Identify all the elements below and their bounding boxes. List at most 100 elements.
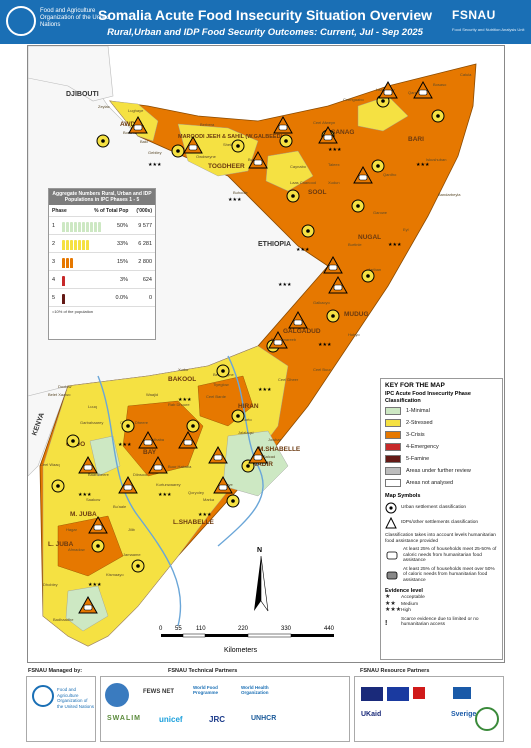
food-assistance-marker: [278, 124, 288, 131]
scale-tick: 220: [238, 626, 249, 632]
district-label: Burtinle: [348, 242, 362, 247]
key-idp: IDPs/other settlements classification: [385, 517, 498, 529]
key-classification-note: Classification takes into account levels…: [385, 533, 496, 544]
district-label: Dhobley: [43, 582, 58, 587]
food-assistance-marker: [93, 524, 103, 531]
phase-swatch: [385, 430, 401, 439]
district-label: Luuq: [88, 404, 97, 409]
ukaid-logo: UKaid: [361, 711, 382, 718]
svg-text:!: !: [385, 620, 387, 627]
food-assistance-marker: [333, 284, 343, 291]
fao-footer-logo-icon: [32, 685, 54, 707]
region-label: L.SHABELLE: [173, 519, 214, 526]
key-urban: Urban settlement classification: [385, 502, 498, 514]
scale-tick: 0: [159, 626, 163, 632]
kenya-land: [28, 385, 69, 477]
urban-settlement-dot: [101, 139, 105, 143]
key-phase-item: 5-Famine: [385, 453, 498, 464]
district-label: Belet Xaawo: [48, 392, 71, 397]
aggregate-phase: 3: [52, 258, 56, 265]
person-icon: [66, 239, 69, 250]
aggregate-numbers-panel: Aggregate Numbers Rural, Urban and IDP P…: [48, 188, 156, 340]
evidence-star-icon: ★★★: [278, 282, 292, 288]
population-people-icon: [62, 238, 102, 250]
aggregate-pop: 2 800: [138, 258, 152, 265]
person-icon: [74, 221, 77, 232]
region-label: NUGAL: [358, 234, 381, 241]
evidence-star-icon: ★★★: [416, 162, 430, 168]
urban-settlement-icon: [385, 502, 397, 514]
key-phase-item: Areas under further review: [385, 465, 498, 476]
urban-settlement-dot: [331, 314, 335, 318]
fao-footer-text: Food and Agriculture Organization of the…: [57, 687, 95, 709]
region-label: MUDUG: [344, 311, 369, 318]
aggregate-pop: 0: [148, 294, 152, 301]
district-label: Lughaye: [128, 108, 144, 113]
footer-technical-box: FEWS NET World Food Programme World Heal…: [100, 676, 350, 742]
food-assistance-marker: [83, 604, 93, 611]
scale-tick: 55: [175, 626, 182, 632]
urban-settlement-dot: [176, 149, 180, 153]
aggregate-col-pct: % of Total Pop: [94, 208, 129, 214]
scale-tick: 440: [324, 626, 335, 632]
urban-settlement-dot: [436, 114, 440, 118]
person-icon: [86, 239, 89, 250]
phase-label: 3-Crisis: [406, 431, 425, 438]
district-label: Rab Dhuure: [168, 402, 190, 407]
aggregate-col-phase: Phase: [52, 208, 67, 214]
district-label: Taleex: [328, 162, 340, 167]
key-scarce-label: Scarce evidence due to limited or no hum…: [401, 616, 479, 628]
djibouti-land: [28, 46, 114, 102]
food-assistance-marker: [183, 439, 193, 446]
region-label: HIRAN: [238, 403, 259, 410]
map-header: Food and Agriculture Organization of the…: [0, 0, 531, 44]
district-label: Waajid: [146, 392, 158, 397]
evidence-star-icon: ★★★: [318, 342, 332, 348]
shabelle-river: [217, 355, 264, 547]
person-icon: [78, 221, 81, 232]
urban-settlement-dot: [236, 144, 240, 148]
urban-settlement-dot: [136, 564, 140, 568]
key-idp-label: IDPs/other settlements classification: [401, 520, 479, 526]
footer-managed-by: FSNAU Managed by:: [28, 668, 83, 674]
person-icon: [82, 239, 85, 250]
zone-togdheer-stressed: [265, 150, 314, 192]
phase-swatch: [385, 466, 401, 475]
district-label: Diinsoor: [133, 472, 148, 477]
africa-logo-icon: [475, 707, 499, 731]
country-label-djibouti: DJIBOUTI: [66, 91, 99, 98]
district-label: Jariban: [368, 267, 381, 272]
food-assistance-marker: [143, 439, 153, 446]
settlement-markers: ★★★★★★★★★★★★★★★★★★★★★★★★★★★★★★★★★ ★★★★★★★…: [51, 80, 445, 614]
food-assistance-marker: [273, 339, 283, 346]
district-label: Bandarbeyla: [438, 192, 461, 197]
footer-technical: FSNAU Technical Partners: [168, 668, 238, 674]
zone-maroodi-stressed: [177, 123, 259, 177]
aggregate-row: 5 0.0% 0: [49, 288, 155, 306]
urban-settlement-dot: [376, 164, 380, 168]
region-label: M.SHABELLE: [258, 446, 301, 453]
phase-label: 2-Stressed: [406, 419, 433, 426]
food-assistance-marker: [358, 174, 368, 181]
urban-settlement-dot: [306, 229, 310, 233]
key-phase-list: 1-Minimal 2-Stressed 3-Crisis 4-Emergency 5-…: [385, 405, 498, 488]
key-scarce: ! Scarce evidence due to limited or no h…: [385, 617, 498, 628]
zone-gedo-minimal: [89, 435, 121, 477]
person-icon: [62, 293, 65, 304]
evidence-star-icon: ★★★: [258, 387, 272, 393]
phase-label: 4-Emergency: [406, 443, 439, 450]
swiss-flag-icon: [413, 687, 425, 699]
district-label: Saakow: [86, 497, 100, 502]
aggregate-pct: 33%: [116, 240, 128, 247]
urban-settlement-dot: [381, 99, 385, 103]
aggregate-pct: 15%: [116, 258, 128, 265]
district-label: Bosaso: [433, 82, 447, 87]
food-assistance-marker: [328, 264, 338, 271]
compass-label: N: [257, 547, 262, 554]
aggregate-row: 3 15% 2 800: [49, 252, 155, 270]
district-label: Hobyo: [348, 332, 360, 337]
evidence-star-icon: ★★★: [296, 247, 310, 253]
person-icon: [66, 221, 69, 232]
district-label: Berbera: [200, 122, 215, 127]
aggregate-pct: 0.0%: [115, 294, 128, 301]
